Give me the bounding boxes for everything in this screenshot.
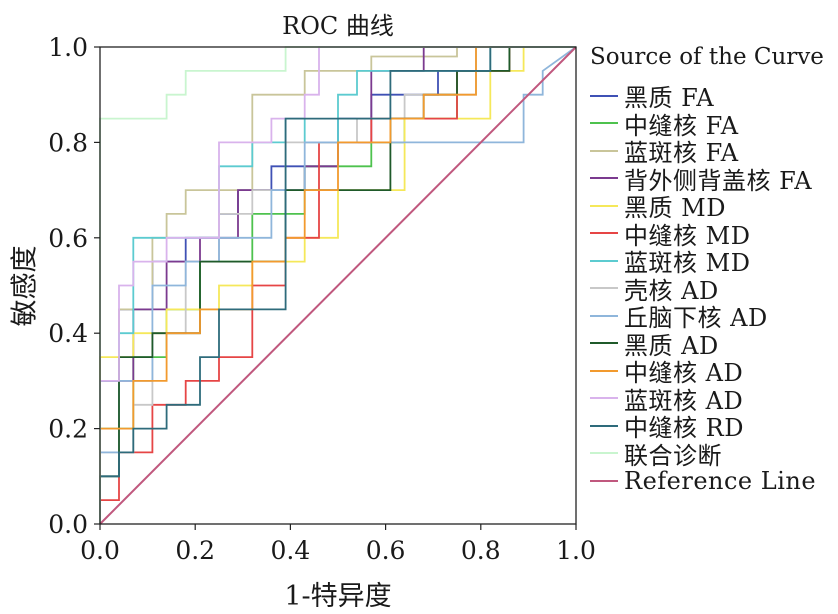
roc-curve	[99, 46, 576, 524]
legend-label: 中缝核 MD	[624, 221, 751, 250]
legend-label: 黑质 FA	[624, 84, 715, 113]
legend-swatch	[590, 397, 618, 400]
legend-items: 黑质 FA 中缝核 FA 蓝斑核 FA 背外侧背盖核 FA 黑质 MD 中缝核 MD 蓝斑核…	[590, 82, 836, 495]
roc-curve	[99, 46, 576, 524]
legend-item: 联合诊断	[590, 440, 836, 470]
legend-label: 黑质 AD	[624, 331, 719, 360]
legend-item: 蓝斑核 FA	[590, 137, 836, 167]
legend-item: 壳核 AD	[590, 275, 836, 305]
roc-curve	[99, 46, 576, 524]
legend-label: 蓝斑核 MD	[624, 249, 751, 278]
legend-swatch	[590, 452, 618, 455]
legend-item: 中缝核 FA	[590, 110, 836, 140]
legend-label: 黑质 MD	[624, 194, 726, 223]
y-tick-label: 0.8	[48, 128, 88, 157]
legend-swatch	[590, 314, 618, 317]
reference-line	[99, 46, 577, 525]
chart-title: ROC 曲线	[282, 12, 394, 40]
roc-curve	[99, 46, 576, 524]
y-tick-label: 1.0	[48, 33, 88, 62]
x-tick-label: 1.0	[556, 536, 596, 565]
legend-item: 黑质 FA	[590, 82, 836, 112]
legend-swatch	[590, 259, 618, 262]
plot-area-frame	[99, 46, 577, 525]
legend-label: Reference Line	[624, 466, 817, 495]
y-tick-label: 0.6	[48, 224, 88, 253]
legend-swatch	[590, 94, 618, 97]
x-axis-label: 1-特异度	[284, 581, 392, 612]
legend-label: 中缝核 FA	[624, 111, 739, 140]
legend-label: 壳核 AD	[624, 276, 719, 305]
legend-item: 中缝核 RD	[590, 412, 836, 442]
legend-item: 黑质 AD	[590, 330, 836, 360]
roc-curve	[99, 46, 577, 524]
legend: Source of the Curve 黑质 FA 中缝核 FA 蓝斑核 FA 背外侧…	[590, 44, 836, 495]
legend-label: 联合诊断	[624, 441, 722, 470]
legend-item: 蓝斑核 AD	[590, 385, 836, 415]
legend-item: Reference Line	[590, 467, 836, 495]
legend-label: 蓝斑核 FA	[624, 139, 739, 168]
roc-curve	[99, 46, 576, 524]
legend-swatch	[590, 287, 618, 290]
legend-label: 背外侧背盖核 FA	[624, 166, 813, 195]
legend-item: 黑质 MD	[590, 192, 836, 222]
legend-label: 中缝核 RD	[624, 414, 744, 443]
legend-item: 中缝核 MD	[590, 220, 836, 250]
legend-swatch	[590, 122, 618, 125]
legend-label: 丘脑下核 AD	[624, 304, 768, 333]
x-tick-label: 0.2	[175, 536, 215, 565]
legend-label: 蓝斑核 AD	[624, 386, 744, 415]
legend-label: 中缝核 AD	[624, 359, 744, 388]
legend-item: 丘脑下核 AD	[590, 302, 836, 332]
y-axis-label: 敏感度	[9, 245, 41, 327]
y-tick-label: 0.0	[48, 510, 88, 539]
x-tick-label: 0.0	[80, 536, 120, 565]
x-tick-label: 0.4	[271, 536, 311, 565]
legend-swatch	[590, 177, 618, 180]
legend-item: 背外侧背盖核 FA	[590, 165, 836, 195]
x-tick-label: 0.6	[366, 536, 406, 565]
legend-item: 蓝斑核 MD	[590, 247, 836, 277]
legend-title: Source of the Curve	[590, 44, 824, 70]
legend-swatch	[590, 342, 618, 345]
legend-swatch	[590, 232, 618, 235]
legend-swatch	[590, 424, 618, 427]
legend-swatch	[590, 204, 618, 207]
legend-swatch	[590, 369, 618, 372]
legend-swatch	[590, 479, 618, 482]
legend-item: 中缝核 AD	[590, 357, 836, 387]
legend-swatch	[590, 149, 618, 152]
x-tick-label: 0.8	[461, 536, 501, 565]
y-tick-label: 0.4	[48, 319, 88, 348]
y-tick-label: 0.2	[48, 415, 88, 444]
